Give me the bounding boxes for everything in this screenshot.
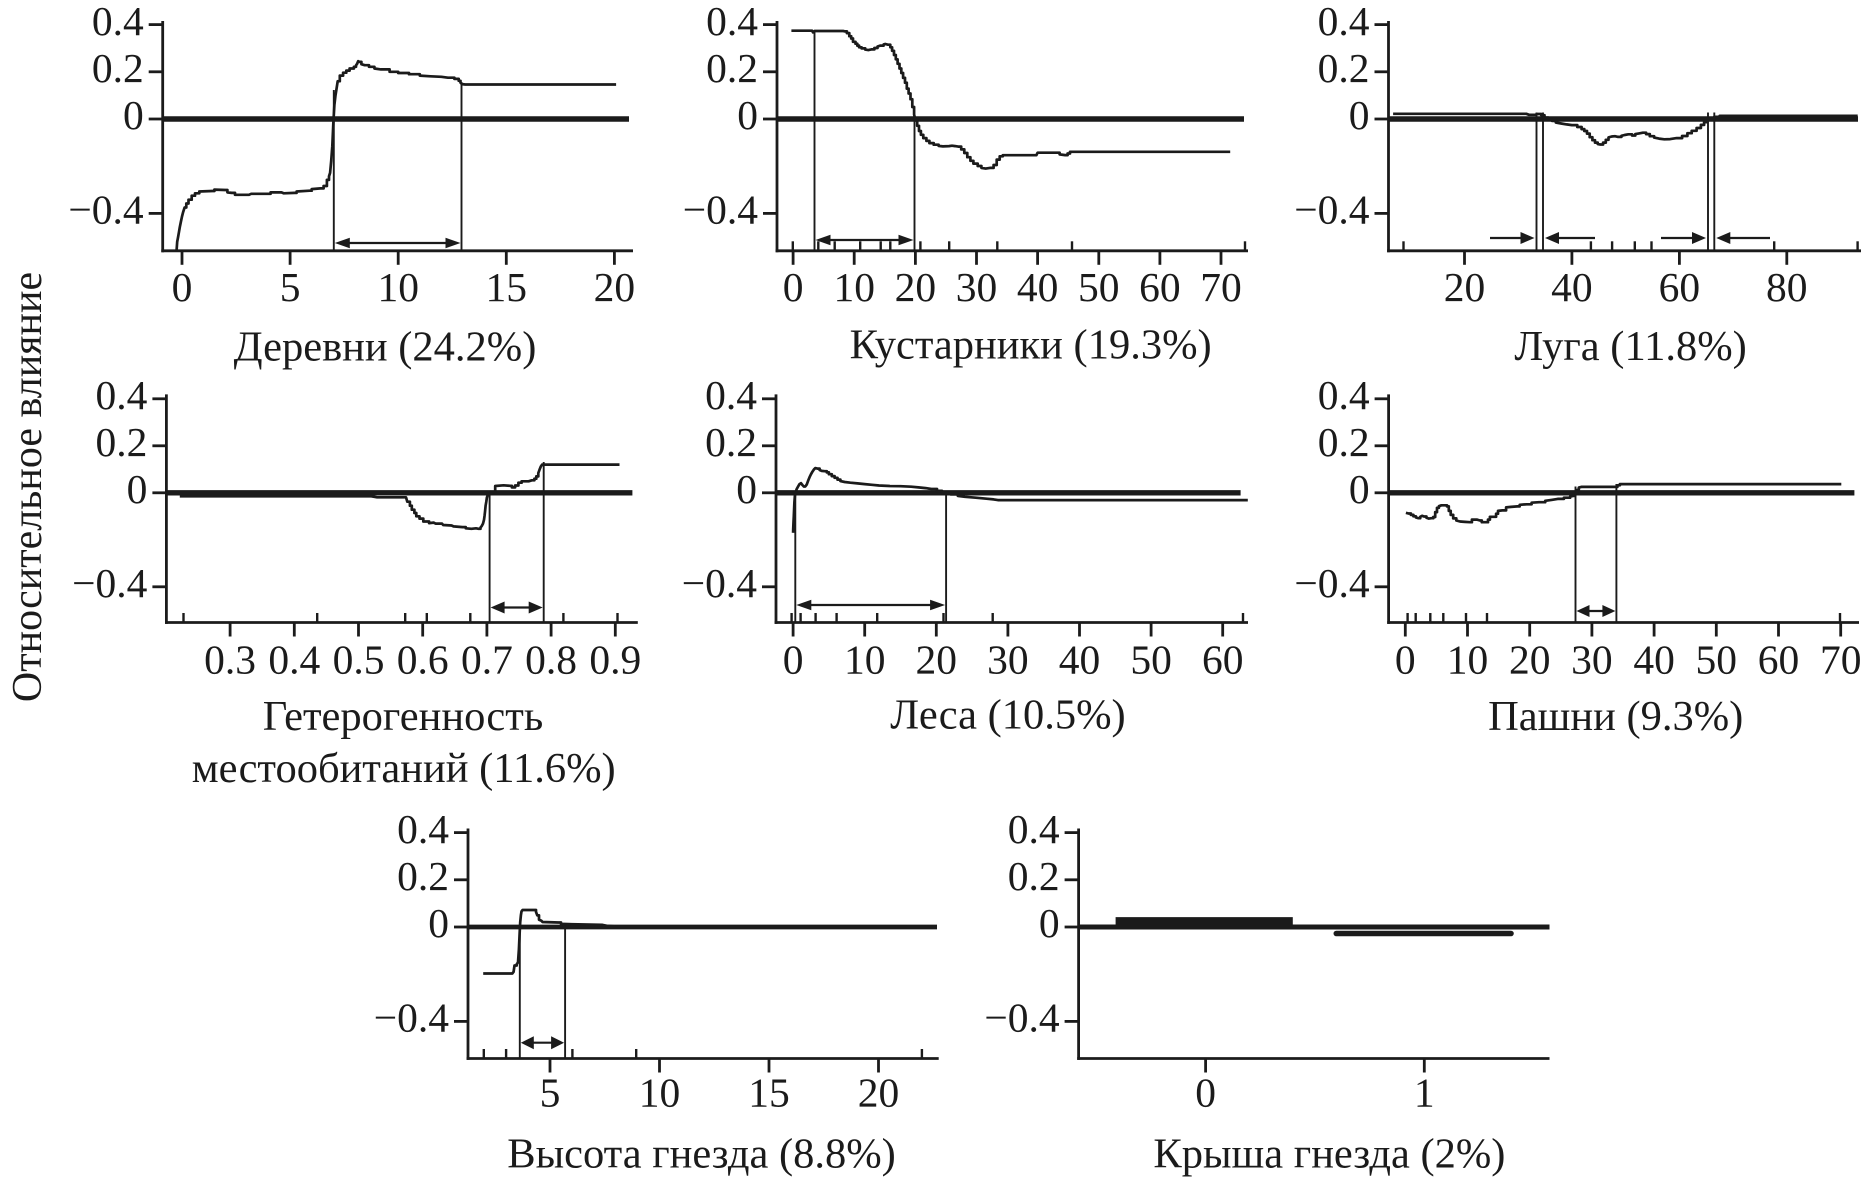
svg-text:10: 10: [833, 264, 875, 310]
svg-text:70: 70: [1820, 637, 1862, 683]
svg-text:60: 60: [1758, 637, 1800, 683]
svg-text:0: 0: [1195, 1070, 1216, 1116]
svg-text:60: 60: [1139, 264, 1181, 310]
svg-text:Гетерогенность: Гетерогенность: [263, 693, 543, 740]
svg-text:0: 0: [1349, 92, 1370, 138]
svg-text:0: 0: [123, 92, 144, 138]
svg-text:0.2: 0.2: [706, 45, 758, 91]
svg-text:0.2: 0.2: [1318, 419, 1370, 465]
svg-text:20: 20: [916, 637, 958, 683]
svg-text:0: 0: [783, 264, 804, 310]
svg-text:0.9: 0.9: [589, 637, 641, 683]
svg-text:0.4: 0.4: [1008, 806, 1060, 852]
svg-text:0: 0: [783, 637, 804, 683]
svg-text:0.6: 0.6: [397, 637, 449, 683]
svg-text:−0.4: −0.4: [984, 995, 1060, 1041]
svg-text:10: 10: [1447, 637, 1489, 683]
svg-text:60: 60: [1202, 637, 1244, 683]
svg-text:Деревни (24.2%): Деревни (24.2%): [234, 324, 537, 371]
svg-text:0.2: 0.2: [1008, 853, 1060, 899]
svg-text:0.8: 0.8: [525, 637, 577, 683]
svg-text:0.3: 0.3: [204, 637, 256, 683]
svg-text:0.4: 0.4: [96, 372, 148, 418]
svg-text:0.4: 0.4: [706, 0, 758, 44]
svg-text:0.4: 0.4: [92, 0, 144, 44]
svg-text:50: 50: [1130, 637, 1172, 683]
svg-text:0: 0: [428, 900, 449, 946]
svg-text:10: 10: [377, 264, 419, 310]
svg-text:0.2: 0.2: [96, 419, 148, 465]
svg-text:50: 50: [1696, 637, 1738, 683]
svg-text:−0.4: −0.4: [72, 560, 148, 606]
svg-text:Леса (10.5%): Леса (10.5%): [890, 692, 1125, 739]
svg-text:Относительное влияние: Относительное влияние: [5, 272, 51, 702]
svg-text:0: 0: [1349, 466, 1370, 512]
svg-text:Высота гнезда (8.8%): Высота гнезда (8.8%): [507, 1131, 896, 1178]
svg-text:40: 40: [1633, 637, 1675, 683]
svg-text:0: 0: [1395, 637, 1416, 683]
svg-text:15: 15: [748, 1070, 790, 1116]
svg-text:5: 5: [540, 1070, 561, 1116]
svg-text:0: 0: [127, 466, 148, 512]
svg-text:0: 0: [736, 466, 757, 512]
svg-text:0.4: 0.4: [397, 806, 449, 852]
svg-text:50: 50: [1078, 264, 1120, 310]
svg-text:30: 30: [956, 264, 998, 310]
svg-text:0.4: 0.4: [268, 637, 320, 683]
svg-text:5: 5: [280, 264, 301, 310]
svg-text:0.2: 0.2: [705, 419, 757, 465]
svg-text:10: 10: [844, 637, 886, 683]
svg-text:0: 0: [1039, 900, 1060, 946]
svg-text:Кустарники (19.3%): Кустарники (19.3%): [850, 322, 1212, 369]
svg-text:−0.4: −0.4: [682, 560, 758, 606]
svg-text:Пашни (9.3%): Пашни (9.3%): [1488, 693, 1743, 740]
svg-text:20: 20: [858, 1070, 900, 1116]
svg-text:15: 15: [486, 264, 528, 310]
svg-text:40: 40: [1059, 637, 1101, 683]
svg-text:0.4: 0.4: [1318, 372, 1370, 418]
svg-text:20: 20: [594, 264, 636, 310]
svg-text:0.5: 0.5: [333, 637, 385, 683]
svg-text:местообитаний (11.6%): местообитаний (11.6%): [192, 745, 616, 792]
svg-text:40: 40: [1017, 264, 1059, 310]
svg-text:80: 80: [1766, 264, 1808, 310]
svg-text:0.2: 0.2: [1318, 45, 1370, 91]
svg-text:20: 20: [895, 264, 937, 310]
svg-text:−0.4: −0.4: [374, 995, 450, 1041]
svg-text:Крыша гнезда (2%): Крыша гнезда (2%): [1153, 1131, 1505, 1178]
svg-text:40: 40: [1551, 264, 1593, 310]
svg-text:0.7: 0.7: [461, 637, 513, 683]
svg-text:70: 70: [1200, 264, 1242, 310]
svg-text:0.4: 0.4: [705, 372, 757, 418]
svg-text:−0.4: −0.4: [68, 187, 144, 233]
svg-text:−0.4: −0.4: [683, 187, 759, 233]
svg-text:−0.4: −0.4: [1294, 560, 1370, 606]
svg-text:0.2: 0.2: [397, 853, 449, 899]
svg-text:−0.4: −0.4: [1294, 187, 1370, 233]
svg-text:30: 30: [1571, 637, 1613, 683]
svg-text:10: 10: [639, 1070, 681, 1116]
svg-text:60: 60: [1659, 264, 1701, 310]
svg-text:0.2: 0.2: [92, 45, 144, 91]
svg-text:0: 0: [737, 92, 758, 138]
svg-text:20: 20: [1444, 264, 1486, 310]
svg-text:Луга (11.8%): Луга (11.8%): [1514, 323, 1746, 370]
svg-text:30: 30: [987, 637, 1029, 683]
svg-text:1: 1: [1414, 1070, 1435, 1116]
svg-text:0.4: 0.4: [1318, 0, 1370, 44]
svg-text:0: 0: [172, 264, 193, 310]
svg-text:20: 20: [1509, 637, 1551, 683]
